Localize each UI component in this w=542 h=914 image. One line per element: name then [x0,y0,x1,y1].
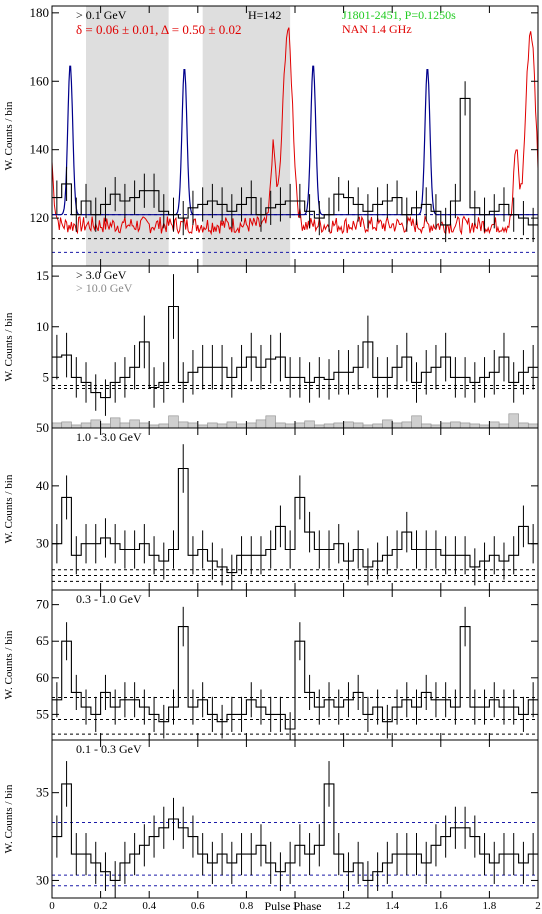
high-energy-bar [411,415,422,429]
y-tick-label: 65 [36,633,49,648]
high-energy-bar [284,423,296,429]
high-energy-bar [255,419,267,429]
x-tick-label: 0.4 [142,900,156,912]
high-energy-bar [294,422,306,429]
high-energy-bar [323,423,335,429]
high-energy-bar [100,423,111,429]
high-energy-bar [226,421,237,429]
x-tick-label: 1.4 [385,900,399,912]
radio-label: NAN 1.4 GHz [342,22,412,36]
high-energy-bar [421,423,432,429]
y-tick-label: 120 [30,210,50,225]
y-axis-label: W. Counts / bin [3,312,15,381]
panel-1: 5 10 15 W. Counts / bin > 3.0 GeV> 10.0 GeV [3,265,539,429]
y-tick-label: 5 [43,369,50,384]
high-energy-bar [275,422,286,429]
energy-label: > 3.0 GeV [76,268,127,282]
offpulse-region [202,6,291,266]
high-energy-bar [469,423,480,429]
panel-2: 30 40 50 W. Counts / bin 1.0 - 3.0 GeV [3,420,539,591]
x-tick-label: 0.2 [94,900,108,912]
high-energy-bar [498,423,510,429]
histogram-steps [52,467,538,574]
energy-label: 0.1 - 0.3 GeV [76,742,142,756]
energy-label: 1.0 - 3.0 GeV [76,430,142,444]
high-energy-bar [158,423,169,429]
energy-label: 0.3 - 1.0 GeV [76,592,142,606]
high-energy-bar [236,423,247,429]
high-energy-bar [450,421,461,429]
x-tick-label: 0.8 [240,900,254,912]
y-tick-label: 10 [36,319,49,334]
high-energy-bar [508,413,519,429]
y-axis-label: W. Counts / bin [3,101,15,170]
high-energy-bar [168,415,179,429]
x-tick-label: 1.8 [483,900,497,912]
x-tick-label: 2 [535,900,541,912]
energy-label: > 0.1 GeV [76,8,127,22]
delta-label: δ = 0.06 ± 0.01, Δ = 0.50 ± 0.02 [76,22,241,37]
x-tick-label: 1.6 [434,900,448,912]
panel-3: 55 60 65 70 W. Counts / bin 0.3 - 1.0 GeV [3,589,539,741]
high-energy-bar [518,422,529,429]
high-energy-bar [382,419,393,429]
high-energy-bar [216,423,228,429]
high-energy-bar [304,420,315,429]
y-tick-label: 15 [36,268,49,283]
high-energy-bar [527,423,539,429]
radio-profile-line [51,27,539,236]
high-energy-bar [61,421,72,429]
y-tick-label: 35 [36,785,49,800]
high-energy-bar [333,422,344,429]
y-tick-label: 50 [36,420,49,435]
y-axis-label: W. Counts / bin [3,784,15,853]
high-energy-bar [440,422,451,429]
high-energy-bar [51,422,63,429]
y-tick-label: 60 [36,670,49,685]
y-tick-label: 70 [36,597,49,612]
high-energy-bar [207,422,218,429]
panel-4: 30 35 W. Counts / bin 0.1 - 0.3 GeV 0 0.2 0.4 0… [3,739,541,912]
high-energy-bar [178,421,189,429]
source-label: J1801-2451, P=0.1250s [342,8,456,22]
h-test-label: H=142 [248,8,281,22]
x-axis-label: Pulse Phase [265,899,322,913]
x-tick-label: 1 [292,900,298,912]
high-energy-bar [139,422,150,429]
high-energy-bar [353,422,364,429]
y-tick-label: 30 [36,872,49,887]
high-energy-bar [119,422,131,429]
y-tick-label: 30 [36,536,49,551]
high-energy-bar [372,423,383,429]
high-energy-bar [401,421,412,429]
high-energy-bar [187,422,199,429]
high-energy-bar [459,422,471,429]
y-tick-label: 140 [30,142,50,157]
high-energy-bar [90,419,101,429]
y-tick-label: 180 [30,5,50,20]
y-tick-label: 40 [36,478,49,493]
y-axis-label: W. Counts / bin [3,630,15,699]
y-tick-label: 160 [30,73,50,88]
high-energy-bar [110,417,121,429]
x-tick-label: 0 [49,900,55,912]
high-energy-bar [246,422,257,429]
x-tick-label: 0.6 [191,900,205,912]
y-axis-label: W. Counts / bin [3,474,15,543]
high-energy-bar [343,421,354,429]
high-energy-bar [80,422,92,429]
energy-label-high: > 10.0 GeV [76,281,133,295]
high-energy-bar [265,415,276,429]
x-tick-label: 1.2 [337,900,351,912]
y-tick-label: 55 [36,706,49,721]
high-energy-bar [391,422,403,429]
high-energy-bar [129,419,140,429]
high-energy-bar [489,421,500,429]
